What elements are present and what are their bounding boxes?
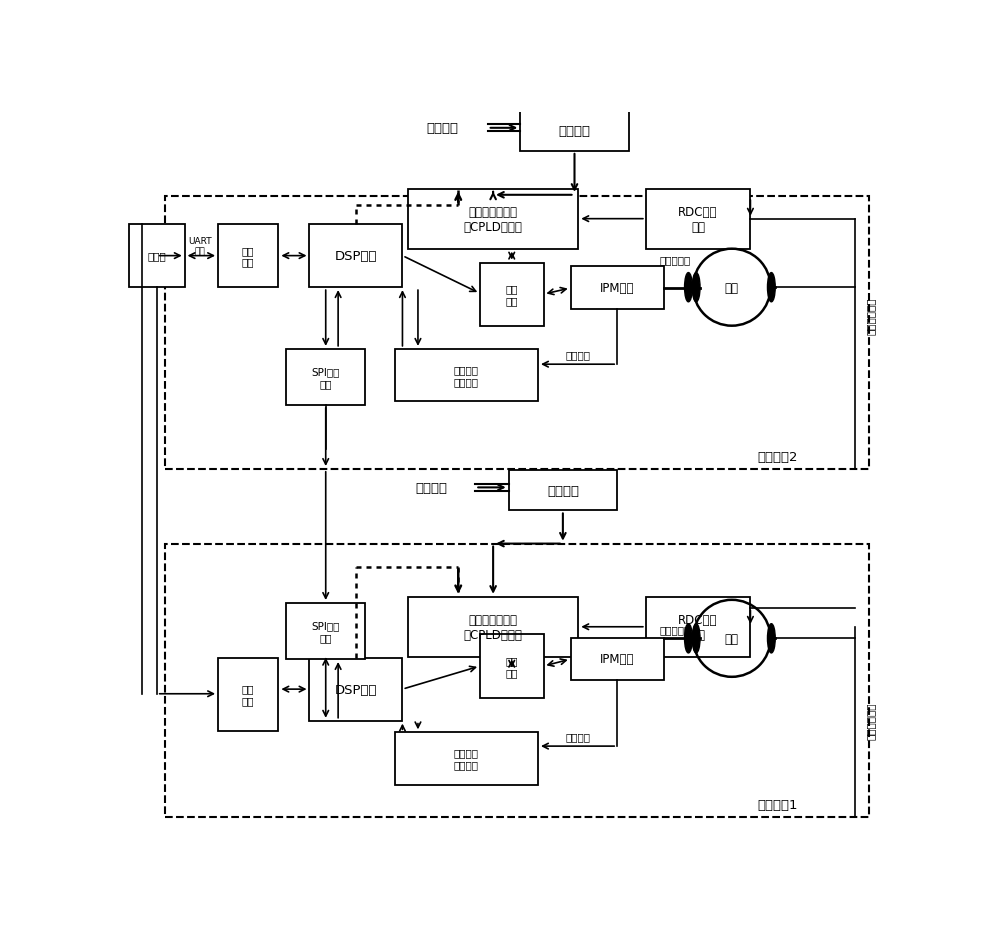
Bar (408, 598, 578, 657)
Text: 转子位置信号: 转子位置信号 (866, 296, 876, 334)
Bar (165, 196, 869, 469)
Text: SPI通信
电路: SPI通信 电路 (312, 366, 340, 388)
Text: 电流传感器: 电流传感器 (660, 624, 691, 634)
Ellipse shape (685, 273, 692, 302)
Text: RDC转换
电路: RDC转换 电路 (678, 613, 718, 641)
Text: 复杂可编程逻辑
（CPLD）模块: 复杂可编程逻辑 （CPLD）模块 (464, 206, 523, 233)
Text: 信号检测
处理单元: 信号检测 处理单元 (454, 364, 479, 386)
Ellipse shape (692, 624, 700, 653)
Text: 外部供电: 外部供电 (427, 122, 459, 135)
Bar (395, 733, 538, 784)
Bar (408, 190, 578, 249)
Text: 信号检测
处理单元: 信号检测 处理单元 (454, 748, 479, 769)
Text: 通信
模块: 通信 模块 (242, 245, 254, 267)
Bar (218, 225, 278, 288)
Text: DSP模块: DSP模块 (335, 683, 377, 696)
Bar (509, 471, 617, 511)
Bar (571, 267, 664, 310)
Ellipse shape (692, 273, 700, 302)
Bar (646, 190, 750, 249)
Ellipse shape (685, 624, 692, 653)
Text: 电机: 电机 (725, 632, 739, 645)
Bar (480, 634, 544, 698)
Bar (646, 598, 750, 657)
Text: 转子位置信号: 转子位置信号 (866, 702, 876, 740)
Bar (129, 225, 185, 288)
Bar (480, 263, 544, 327)
Ellipse shape (767, 624, 775, 653)
Bar (309, 225, 402, 288)
Bar (286, 603, 365, 660)
Text: 母线电压: 母线电压 (566, 350, 591, 361)
Bar (165, 544, 869, 818)
Bar (286, 349, 365, 406)
Text: 上位机: 上位机 (147, 251, 166, 261)
Text: IPM模块: IPM模块 (600, 281, 634, 295)
Text: 控制部分2: 控制部分2 (757, 450, 798, 464)
Text: 通信
模块: 通信 模块 (242, 683, 254, 705)
Text: RDC转换
电路: RDC转换 电路 (678, 206, 718, 233)
Text: UART
通信: UART 通信 (188, 237, 212, 256)
Text: IPM模块: IPM模块 (600, 652, 634, 666)
Bar (395, 349, 538, 402)
Text: 母线电压: 母线电压 (566, 732, 591, 742)
Text: 电源模块: 电源模块 (558, 126, 590, 138)
Text: DSP模块: DSP模块 (335, 250, 377, 262)
Text: 驱动
电路: 驱动 电路 (505, 284, 518, 306)
Ellipse shape (767, 273, 775, 302)
Bar (520, 111, 629, 152)
Text: 控制部分1: 控制部分1 (757, 799, 798, 811)
Bar (309, 658, 402, 721)
Text: 电机: 电机 (725, 281, 739, 295)
Text: 复杂可编程逻辑
（CPLD）模块: 复杂可编程逻辑 （CPLD）模块 (464, 613, 523, 641)
Text: 电流传感器: 电流传感器 (660, 255, 691, 265)
Text: 外部供电: 外部供电 (415, 481, 447, 495)
Bar (571, 638, 664, 681)
Bar (218, 658, 278, 731)
Text: SPI通信
电路: SPI通信 电路 (312, 620, 340, 642)
Text: 电源模块: 电源模块 (547, 484, 579, 497)
Text: 驱动
电路: 驱动 电路 (505, 655, 518, 677)
